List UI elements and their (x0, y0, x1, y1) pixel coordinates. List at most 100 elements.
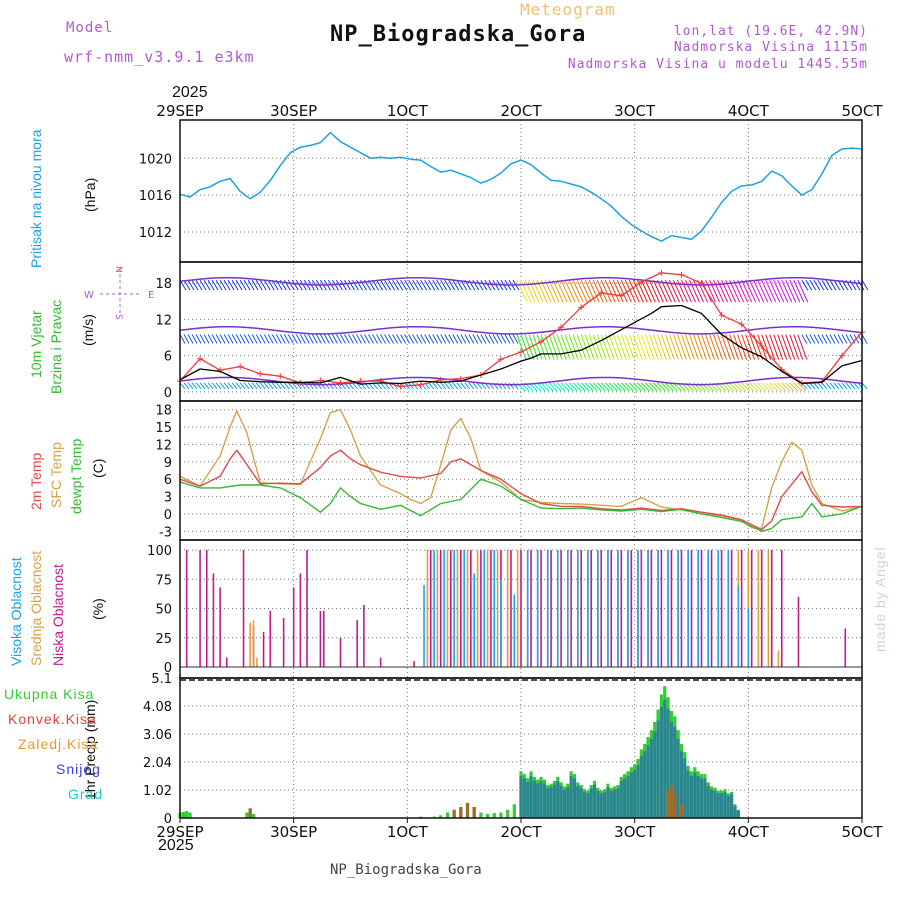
wind-barb (424, 279, 432, 291)
wind-barb (841, 334, 848, 344)
wind-barb (620, 382, 630, 392)
wind-barb (191, 279, 199, 291)
wind-barb (596, 279, 608, 303)
wind-barb (809, 334, 816, 344)
wind-barb (344, 279, 351, 291)
wind-barb (452, 279, 460, 291)
wind-compass: N S W E (84, 266, 154, 320)
wind-barb (789, 334, 800, 360)
wind-barb (315, 334, 322, 344)
wind-barb (283, 279, 291, 291)
frozen-precip-bar (459, 807, 463, 818)
wind-barb (520, 334, 531, 360)
precip-bar-mix (572, 778, 577, 818)
wind-barb (596, 334, 607, 360)
wind-barb (825, 279, 833, 291)
gust-marker (718, 312, 725, 319)
wind-barb (187, 334, 194, 344)
wind-barb (669, 382, 678, 392)
wind-barb (404, 279, 412, 291)
wind-barb (668, 334, 679, 360)
gust-marker (518, 349, 524, 356)
wind-barb (697, 279, 708, 303)
wind-barb (628, 382, 638, 392)
wind-barb (356, 334, 362, 344)
wind-barb (608, 382, 618, 392)
gust-marker (598, 289, 605, 296)
wind-barb (340, 279, 347, 291)
wind-barb (480, 334, 487, 344)
wind-barb (857, 279, 865, 291)
wind-barb (576, 279, 588, 303)
wind-barb (729, 334, 740, 360)
precip-bar-mix (579, 788, 583, 818)
wind-barb (512, 382, 519, 390)
wind-barb (644, 279, 656, 303)
wind-barb (488, 279, 496, 291)
wind-barb (287, 382, 294, 390)
temp-panel (179, 409, 863, 532)
y-tick-label: 5.1 (151, 672, 172, 687)
wind-barb (805, 334, 812, 344)
wind-barb (440, 334, 447, 344)
precip-bar (245, 812, 249, 818)
compass-e: E (148, 290, 154, 301)
wind-barb (765, 279, 777, 303)
x-tick-label-bottom: 2OCT (501, 823, 543, 841)
wind-barb (420, 279, 428, 291)
wind-barb (500, 334, 507, 344)
wind-barb (697, 334, 707, 360)
wind-barb (544, 334, 555, 360)
wind-barb (705, 334, 716, 360)
wind-barb (472, 382, 479, 390)
wind-barb (428, 334, 435, 344)
precip-bar-mix (649, 738, 653, 818)
wind-barb (624, 382, 634, 392)
wind-barb (456, 279, 464, 291)
wind-barb (644, 334, 655, 360)
wind-barb (560, 279, 572, 303)
wind-barb (432, 334, 439, 344)
x-tick-label-top: 1OCT (387, 102, 429, 120)
x-tick-label-bottom: 5OCT (842, 823, 884, 841)
gust-marker (538, 338, 545, 345)
precip-bar-mix (709, 789, 714, 818)
wind-barb (344, 334, 350, 344)
wind-barb (548, 279, 560, 303)
wind-barb (785, 279, 797, 303)
y-tick-label: 18 (155, 277, 172, 292)
y-tick-label: 75 (155, 573, 172, 588)
wind-barb (468, 334, 475, 344)
wind-barb (737, 334, 748, 360)
wind-barb (540, 382, 550, 392)
precip-bar-mix (663, 699, 667, 818)
wind-barb (672, 334, 683, 360)
wind-barb (279, 334, 286, 344)
wind-barb (580, 334, 591, 360)
frozen-precip-bar (679, 804, 684, 818)
wind-barb (476, 334, 483, 344)
wind-barb (761, 382, 771, 392)
precip-bar-mix (703, 778, 707, 818)
wind-barb (388, 334, 395, 344)
wind-barb (640, 382, 650, 392)
wind-barb (492, 334, 499, 344)
wind-barb (320, 382, 326, 390)
y-tick-label: 100 (147, 544, 172, 559)
wind-barb (416, 279, 424, 291)
wind-barb (821, 334, 828, 344)
wind-barb (665, 382, 674, 392)
wind-barb (829, 334, 836, 344)
precip-bar-mix (629, 772, 633, 818)
precip-bar-mix (606, 787, 610, 818)
cloud-panel (180, 550, 862, 668)
wind-barb (336, 334, 342, 344)
y-tick-label: 9 (164, 456, 172, 471)
wind-direction-trace (179, 376, 863, 386)
wind-barb (781, 279, 793, 303)
wind-barb (793, 382, 803, 392)
precip-bar-mix (552, 784, 557, 818)
precip-bar-mix (689, 776, 694, 818)
y-tick-label: 1020 (139, 152, 172, 167)
wind-barb (773, 382, 783, 392)
